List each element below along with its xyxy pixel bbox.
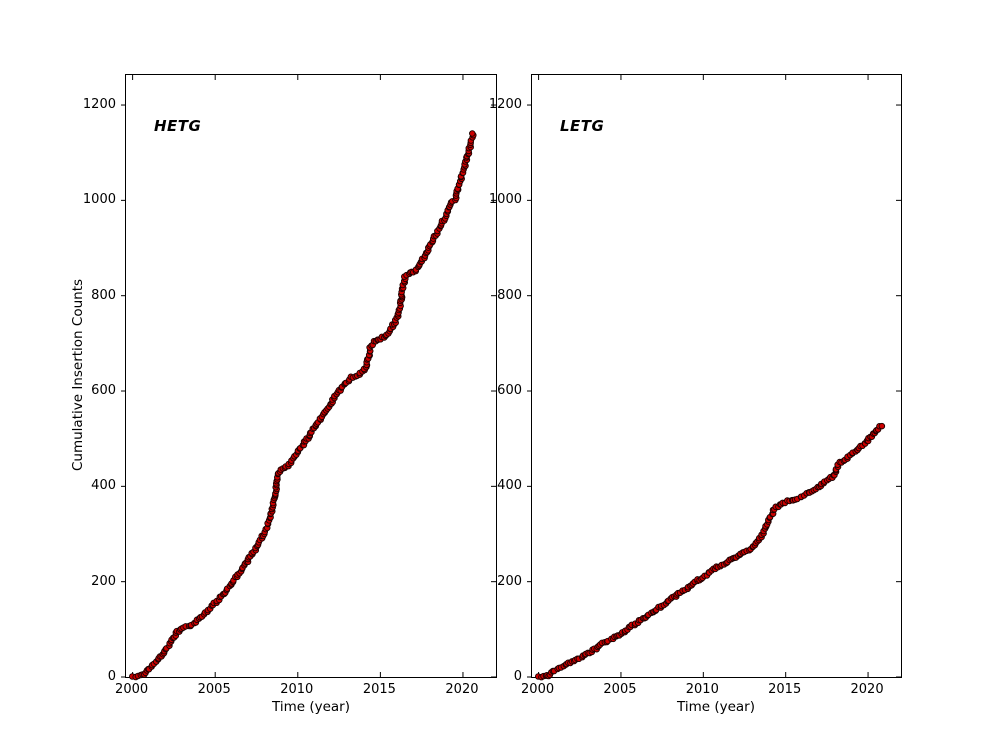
x-tick-label: 2020 (445, 682, 479, 697)
scatter-canvas (527, 75, 901, 681)
y-axis-label: Cumulative Insertion Counts (70, 278, 86, 472)
x-tick-label: 2000 (115, 682, 149, 697)
scatter-canvas (121, 75, 496, 681)
x-tick-label: 2000 (521, 682, 555, 697)
plot-annotation-letg: LETG (560, 117, 605, 135)
y-tick-label: 1200 (488, 97, 522, 113)
x-tick-label: 2015 (362, 682, 396, 697)
x-tick-label: 2015 (768, 682, 802, 697)
y-tick-label: 400 (497, 478, 522, 494)
y-tick-label: 1000 (488, 192, 522, 208)
data-point (469, 130, 476, 137)
y-tick-label: 600 (497, 383, 522, 398)
x-tick-label: 2010 (280, 682, 314, 697)
y-tick-label: 1000 (82, 192, 116, 208)
y-tick-label: 0 (107, 669, 116, 684)
y-tick-label: 600 (91, 383, 116, 398)
y-tick-label: 400 (91, 478, 116, 494)
x-axis-label-hetg: Time (year) (272, 699, 350, 715)
data-point (878, 422, 886, 430)
y-tick-label: 800 (497, 287, 522, 303)
y-tick-label: 800 (91, 287, 116, 303)
y-tick-label: 0 (513, 669, 522, 684)
x-axis-label-letg: Time (year) (677, 699, 755, 715)
plot-area-letg: LETG (527, 74, 902, 681)
y-tick-label: 200 (91, 573, 116, 589)
x-tick-label: 2005 (603, 682, 637, 697)
plot-area-hetg: HETG (121, 74, 497, 681)
y-tick-label: 1200 (82, 97, 116, 113)
x-tick-label: 2005 (197, 682, 231, 697)
x-tick-label: 2010 (685, 682, 719, 697)
plot-annotation-hetg: HETG (154, 117, 202, 135)
y-tick-label: 200 (497, 573, 522, 589)
x-tick-label: 2020 (850, 682, 884, 697)
